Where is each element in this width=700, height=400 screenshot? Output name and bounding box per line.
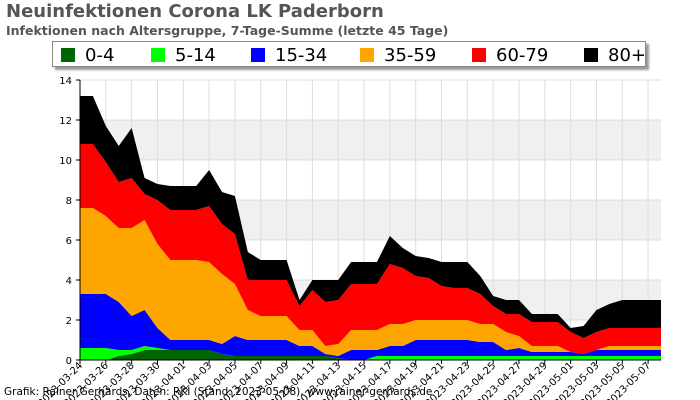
y-tick-label: 12 <box>59 116 72 127</box>
legend-label-35-59: 35-59 <box>384 44 437 66</box>
y-tick-labels: 0 2 4 6 8 10 12 14 <box>59 76 80 367</box>
y-tick-label: 2 <box>66 316 72 327</box>
legend-swatch-5-14 <box>151 48 165 62</box>
legend-item-5-14: 5-14 <box>151 44 216 66</box>
legend-swatch-15-34 <box>251 48 265 62</box>
grid-band <box>80 120 661 160</box>
series-areas <box>80 96 661 360</box>
legend-item-35-59: 35-59 <box>360 44 436 66</box>
legend-swatch-80plus <box>584 48 598 62</box>
area-series-0-4 <box>80 350 661 360</box>
chart-legend: 0-4 5-14 15-34 35-59 60-79 80+ <box>52 41 646 67</box>
chart-credit: Grafik: Rainer Gerhards, Daten: RKI (Sta… <box>4 386 433 398</box>
chart-title: Neuinfektionen Corona LK Paderborn <box>6 1 384 22</box>
area-series-60-79 <box>80 144 661 354</box>
area-series-80plus <box>80 96 661 338</box>
legend-swatch-0-4 <box>61 48 75 62</box>
chart-subtitle: Infektionen nach Altersgruppe, 7-Tage-Su… <box>6 23 449 38</box>
y-tick-label: 10 <box>59 156 72 167</box>
area-series-15-34 <box>80 294 661 360</box>
legend-item-15-34: 15-34 <box>251 44 327 66</box>
y-tick-label: 14 <box>59 76 72 87</box>
legend-item-80plus: 80+ <box>584 44 646 66</box>
y-tick-label: 0 <box>66 356 72 367</box>
area-series-35-59 <box>80 208 661 356</box>
axes <box>79 80 661 361</box>
legend-swatch-35-59 <box>360 48 374 62</box>
legend-item-0-4: 0-4 <box>61 44 114 66</box>
y-tick-label: 8 <box>66 196 72 207</box>
legend-item-60-79: 60-79 <box>472 44 548 66</box>
legend-label-0-4: 0-4 <box>85 44 115 66</box>
legend-label-15-34: 15-34 <box>275 44 328 66</box>
area-series-5-14 <box>80 346 661 360</box>
legend-label-60-79: 60-79 <box>496 44 549 66</box>
y-tick-label: 6 <box>66 236 72 247</box>
legend-label-5-14: 5-14 <box>175 44 216 66</box>
legend-swatch-60-79 <box>472 48 486 62</box>
y-tick-label: 4 <box>66 276 72 287</box>
legend-label-80plus: 80+ <box>608 44 646 66</box>
